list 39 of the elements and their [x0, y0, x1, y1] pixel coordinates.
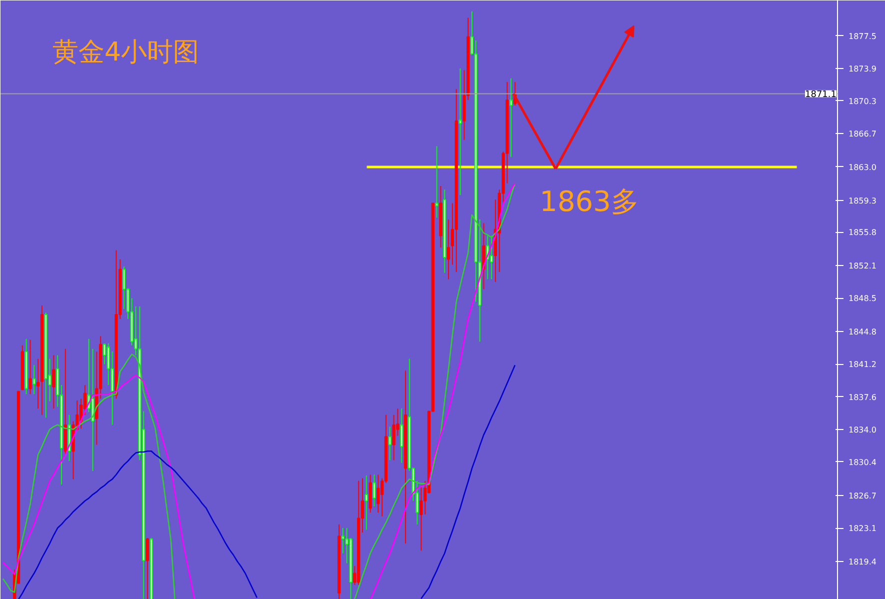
candlestick: [376, 474, 380, 514]
ref-line-label: 1871.1: [805, 90, 837, 100]
candlestick: [490, 235, 494, 280]
candlestick: [482, 222, 486, 290]
candlestick: [509, 78, 513, 158]
y-tick-label: 1826.7: [848, 491, 876, 500]
y-tick-label: 1866.7: [848, 130, 876, 139]
y-tick-label: 1852.1: [848, 262, 876, 271]
candlestick: [341, 528, 345, 554]
candlestick: [458, 68, 462, 196]
y-tick-label: 1855.8: [848, 228, 876, 238]
y-tick-label: 1844.8: [848, 328, 876, 337]
candlestick: [122, 266, 126, 310]
y-tick-label: 1837.6: [848, 392, 876, 402]
candlestick: [420, 486, 423, 552]
candlestick: [446, 218, 450, 280]
y-tick-label: 1834.0: [848, 425, 876, 434]
candlestick: [364, 475, 368, 530]
candlestick: [52, 354, 56, 410]
candlestick: [146, 537, 150, 599]
y-tick-label: 1819.4: [848, 557, 876, 566]
y-tick-label: 1863.0: [848, 162, 876, 172]
y-tick-label: 1823.1: [848, 524, 876, 534]
y-tick-label: 1873.9: [848, 64, 876, 74]
candlestick: [400, 408, 404, 464]
y-tick-label: 1877.5: [848, 32, 876, 41]
candlestick: [372, 474, 376, 507]
candlestick: [32, 364, 36, 395]
candlestick: [388, 426, 392, 461]
y-tick-label: 1848.5: [848, 294, 876, 304]
y-tick-label: 1841.2: [848, 360, 876, 370]
ref-line-label: 1863多: [540, 184, 639, 218]
y-tick-label: 1859.3: [848, 196, 876, 206]
y-tick-label: 1830.4: [848, 458, 876, 467]
candlestick: [36, 358, 40, 410]
candlestick: [435, 146, 438, 218]
text: 黄金4小时图: [52, 38, 200, 68]
y-tick-label: 1870.3: [848, 96, 876, 106]
candlestick: [28, 339, 32, 395]
